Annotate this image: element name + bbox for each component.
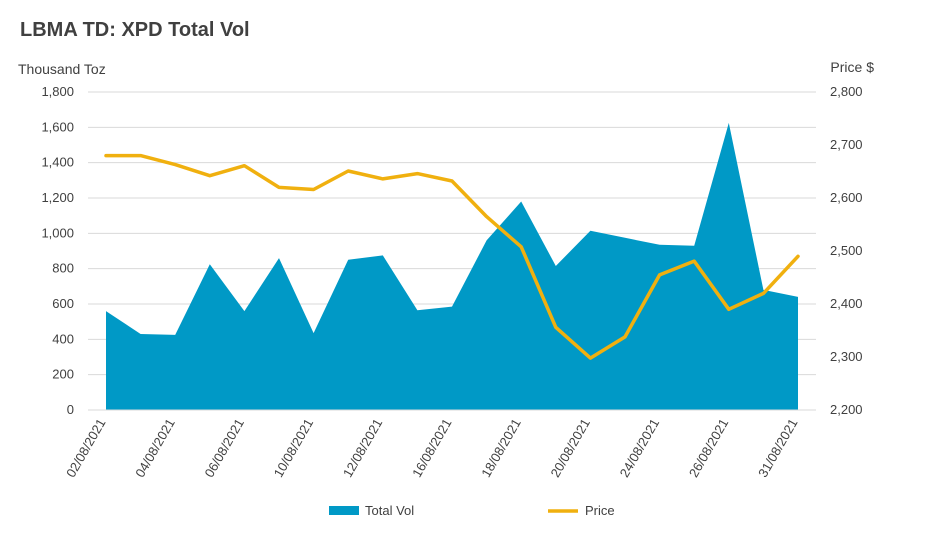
legend: Total Vol Price <box>329 503 615 518</box>
y-left-tick-labels: 0 200 400 600 800 1,000 1,200 1,400 1,600 1,800 <box>41 84 74 417</box>
y-left-tick-label: 400 <box>52 331 74 346</box>
y-right-axis-title: Price $ <box>830 59 874 75</box>
y-left-tick-label: 1,800 <box>41 84 74 99</box>
y-right-tick-label: 2,200 <box>830 402 863 417</box>
legend-swatch-total-vol <box>329 506 359 515</box>
y-left-tick-label: 800 <box>52 261 74 276</box>
legend-label-price: Price <box>585 503 615 518</box>
line-series-price <box>104 153 800 360</box>
y-right-tick-label: 2,300 <box>830 349 863 364</box>
y-right-tick-label: 2,400 <box>830 296 863 311</box>
y-right-tick-label: 2,800 <box>830 84 863 99</box>
y-left-tick-label: 1,400 <box>41 155 74 170</box>
y-right-tick-labels: 2,200 2,300 2,400 2,500 2,600 2,700 2,800 <box>830 84 863 417</box>
legend-label-total-vol: Total Vol <box>365 503 414 518</box>
chart-title: LBMA TD: XPD Total Vol <box>20 19 250 41</box>
line-series-layer <box>104 153 800 360</box>
y-left-tick-label: 600 <box>52 296 74 311</box>
y-left-tick-label: 1,600 <box>41 119 74 134</box>
y-left-axis-title: Thousand Toz <box>18 61 106 77</box>
y-left-tick-label: 200 <box>52 367 74 382</box>
y-right-tick-label: 2,700 <box>830 137 863 152</box>
y-left-tick-label: 1,000 <box>41 225 74 240</box>
y-left-tick-label: 0 <box>67 402 74 417</box>
y-right-tick-label: 2,600 <box>830 190 863 205</box>
y-left-tick-label: 1,200 <box>41 190 74 205</box>
y-right-tick-label: 2,500 <box>830 243 863 258</box>
